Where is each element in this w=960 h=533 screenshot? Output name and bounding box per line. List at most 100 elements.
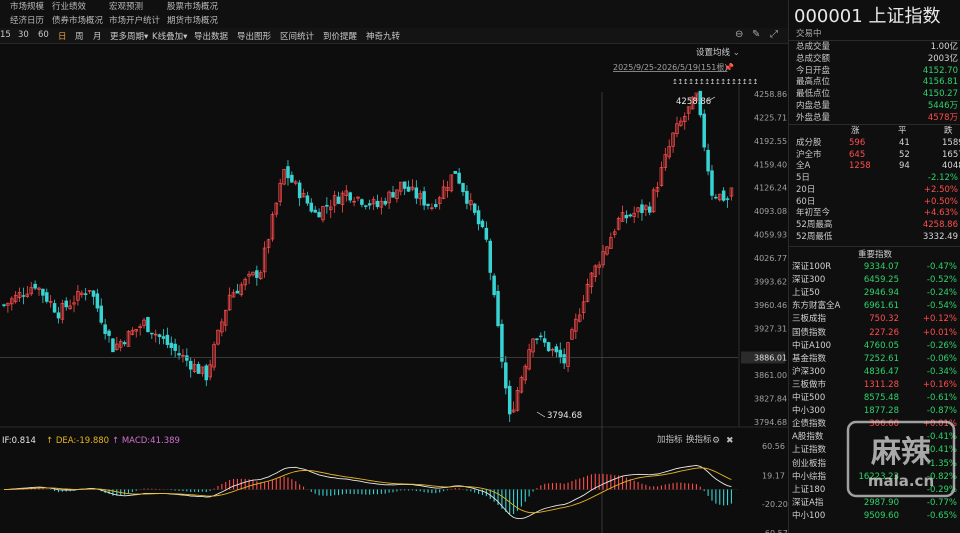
- candle-body: [624, 214, 629, 219]
- menu-account-opening-stats[interactable]: 市场开户统计: [109, 16, 161, 26]
- breadth-down: 1589: [942, 138, 960, 148]
- index-row[interactable]: 基金指数 7252.61 -0.06%: [789, 353, 960, 366]
- breadth-down: 1657: [942, 149, 960, 160]
- pin-icon[interactable]: 📌: [724, 62, 734, 72]
- index-row[interactable]: 深证100R 9334.07 -0.47%: [789, 261, 960, 274]
- stat-value: 2003亿: [927, 53, 958, 64]
- index-change: +0.16%: [922, 379, 957, 390]
- candle-body: [441, 186, 446, 199]
- period-15min-button[interactable]: 15: [0, 30, 11, 40]
- price-alert-button[interactable]: 到价提醒: [323, 32, 358, 42]
- candle-body: [511, 409, 516, 413]
- index-row[interactable]: 沪深300 4836.47 -0.34%: [789, 366, 960, 379]
- index-row[interactable]: 上证指数 -0.41%: [789, 444, 960, 457]
- candle-body: [10, 298, 14, 305]
- kline-chart[interactable]: 4258.86 4225.71 4192.55 4159.40 4126.24 4093.…: [0, 44, 788, 533]
- candle-body: [714, 196, 718, 199]
- menu-industry-performance[interactable]: 行业绩效: [52, 2, 87, 12]
- macd-axis-label: -20.20: [762, 500, 788, 509]
- index-row[interactable]: 中证500 8575.48 -0.61%: [789, 392, 960, 405]
- menu-market-scale[interactable]: 市场规模: [10, 2, 45, 12]
- period-month-button[interactable]: 月: [93, 32, 102, 42]
- candle-body: [52, 303, 57, 313]
- menu-economic-calendar[interactable]: 经济日历: [10, 16, 45, 26]
- export-data-button[interactable]: 导出数据: [194, 32, 229, 42]
- candle-body: [313, 209, 317, 213]
- index-row[interactable]: 创业板指 -1.35%: [789, 458, 960, 471]
- candle-body: [527, 349, 531, 370]
- index-row[interactable]: 深证300 6459.25 -0.52%: [789, 274, 960, 287]
- candle-body: [340, 192, 345, 205]
- index-row[interactable]: 国债指数 227.26 +0.01%: [789, 327, 960, 340]
- stat-value: 1.00亿: [930, 42, 958, 52]
- stat-value: 5446万: [927, 101, 958, 111]
- candle-body: [329, 206, 333, 211]
- settings-ma-button[interactable]: 设置均线 ⌄: [696, 47, 740, 58]
- index-name: 中证500: [792, 393, 826, 403]
- period-day-button[interactable]: 日: [58, 32, 67, 42]
- candle-body: [515, 390, 520, 411]
- index-name: 上证指数: [868, 6, 941, 27]
- period-30min-button[interactable]: 30: [18, 30, 29, 40]
- candle-body: [72, 302, 76, 305]
- range-statistics-button[interactable]: 区间统计: [280, 32, 315, 42]
- index-change: -0.47%: [926, 262, 957, 272]
- gear-icon[interactable]: ⚙: [712, 436, 720, 446]
- candle-body: [48, 301, 53, 303]
- pen-icon[interactable]: ✎: [752, 29, 761, 40]
- candle-body: [216, 329, 220, 345]
- switch-indicator-button[interactable]: 换指标: [686, 434, 712, 445]
- candle-body: [659, 167, 664, 186]
- expand-icon[interactable]: ⤢: [770, 29, 778, 40]
- index-row[interactable]: 企债指数 306.60 +0.01%: [789, 418, 960, 431]
- index-row[interactable]: 上证50 2946.94 -0.24%: [789, 287, 960, 300]
- index-row[interactable]: 中小100 9509.60 -0.65%: [789, 510, 960, 523]
- index-change: +0.01%: [922, 419, 957, 430]
- macd-axis-label: 19.17: [762, 472, 785, 481]
- candle-body: [64, 300, 68, 308]
- index-row[interactable]: 上证180 -0.29%: [789, 484, 960, 497]
- candle-body: [663, 154, 668, 168]
- menu-futures-market-overview[interactable]: 期货市场概况: [167, 16, 219, 26]
- macd-value-label: ↑ MACD:41.389: [112, 436, 180, 446]
- period-60min-button[interactable]: 60: [38, 30, 49, 40]
- candle-body: [542, 338, 547, 343]
- export-chart-button[interactable]: 导出图形: [237, 32, 272, 42]
- price-tick-label: 4159.40: [754, 160, 787, 169]
- breadth-label: 全A: [796, 161, 811, 171]
- index-row[interactable]: 深证A指 2987.90 -0.77%: [789, 497, 960, 510]
- index-row[interactable]: 中小综指 16223.23 -0.82%: [789, 471, 960, 484]
- index-row[interactable]: 中小300 1877.28 -0.87%: [789, 405, 960, 418]
- candle-body: [118, 341, 123, 348]
- index-row[interactable]: A股指数 -0.41%: [789, 431, 960, 444]
- candle-body: [258, 272, 263, 279]
- candle-body: [562, 354, 566, 364]
- kline-overlay-button[interactable]: K线叠加▾: [152, 30, 187, 42]
- index-row[interactable]: 东方财富全A 6961.61 -0.54%: [789, 300, 960, 313]
- candle-body: [383, 200, 387, 205]
- candle-body: [286, 166, 290, 179]
- magic-nine-button[interactable]: 神奇九转: [366, 32, 401, 42]
- index-row[interactable]: 中证A100 4760.05 -0.26%: [789, 340, 960, 353]
- menu-bond-market-overview[interactable]: 债券市场概况: [52, 16, 104, 26]
- candle-body: [550, 349, 555, 351]
- menu-macro-forecast[interactable]: 宏观预测: [109, 2, 144, 12]
- index-row[interactable]: 三板做市 1311.28 +0.16%: [789, 379, 960, 392]
- index-row[interactable]: 三板成指 750.32 +0.12%: [789, 313, 960, 326]
- minus-circle-icon[interactable]: ⊖: [735, 29, 744, 40]
- index-price: 16223.23: [858, 471, 899, 482]
- index-change: -0.65%: [926, 510, 957, 521]
- close-icon[interactable]: ✖: [726, 436, 734, 446]
- candle-body: [60, 303, 65, 320]
- more-periods-button[interactable]: 更多周期▾: [110, 30, 148, 42]
- candle-body: [437, 197, 442, 204]
- candle-body: [56, 312, 61, 319]
- period-week-button[interactable]: 周: [75, 32, 84, 42]
- candle-body: [360, 199, 364, 205]
- candle-body: [535, 338, 539, 340]
- add-indicator-button[interactable]: 加指标: [657, 434, 683, 445]
- candle-body: [107, 330, 111, 336]
- period-value: -2.12%: [927, 173, 958, 183]
- candle-body: [301, 193, 306, 198]
- menu-stock-market-overview[interactable]: 股票市场概况: [167, 2, 219, 12]
